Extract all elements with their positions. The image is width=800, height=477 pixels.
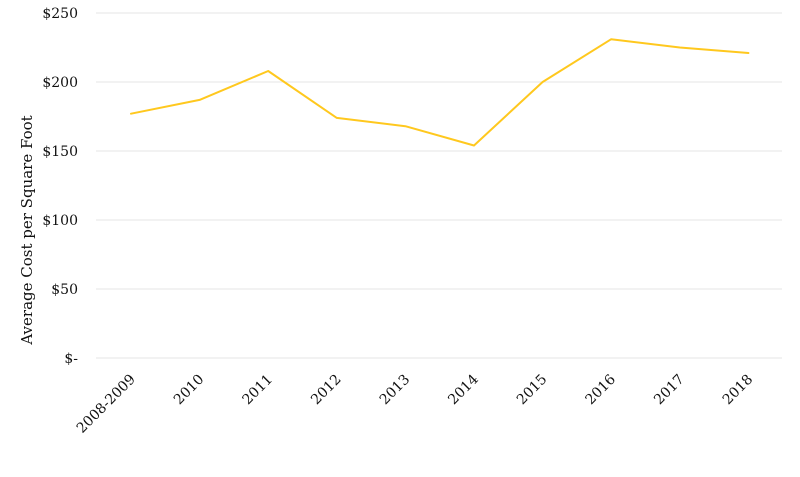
y-tick-label: $50: [51, 282, 78, 298]
y-tick-label: $-: [64, 351, 78, 367]
y-axis-title: Average Cost per Square Foot: [18, 115, 36, 345]
y-axis-tick-labels: $- $50 $100 $150 $200 $250: [42, 6, 78, 367]
x-tick-label: 2015: [514, 372, 551, 409]
x-tick-label: 2016: [583, 371, 620, 408]
series-line: [130, 38, 750, 147]
x-tick-label: 2012: [308, 372, 345, 409]
y-tick-label: $250: [42, 6, 78, 22]
x-tick-label: 2008-2009: [74, 372, 139, 437]
series-layer: [130, 38, 750, 147]
y-tick-label: $150: [42, 144, 78, 160]
x-tick-label: 2011: [240, 372, 277, 409]
x-tick-label: 2010: [171, 372, 208, 409]
x-tick-label: 2013: [377, 372, 414, 409]
gridlines: [96, 12, 782, 359]
x-tick-label: 2017: [651, 372, 688, 409]
x-tick-label: 2018: [720, 372, 757, 409]
x-tick-label: 2014: [445, 371, 482, 408]
y-tick-label: $200: [42, 75, 78, 91]
x-axis-tick-labels: 2008-2009 2010 2011 2012 2013 2014 2015 2016 201…: [74, 371, 756, 436]
y-tick-label: $100: [42, 213, 78, 229]
